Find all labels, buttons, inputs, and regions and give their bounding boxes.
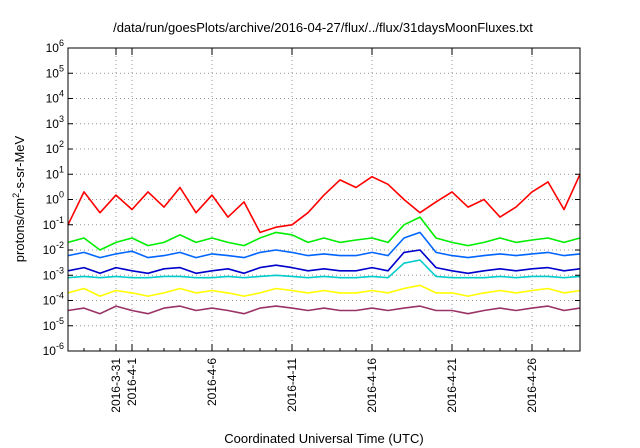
y-tick-label: 103 (46, 114, 64, 131)
x-tick-label: 2016-4-6 (205, 358, 219, 406)
x-tick-label: 2016-4-21 (445, 358, 459, 413)
x-tick-label: 2016-3-31 (109, 358, 123, 413)
series-line-4 (67, 249, 581, 275)
y-tick-label: 100 (46, 190, 64, 207)
x-axis-label: Coordinated Universal Time (UTC) (224, 431, 423, 446)
series-line-7 (67, 305, 581, 315)
y-tick-label: 106 (46, 38, 64, 55)
series-line-6 (67, 284, 581, 297)
y-axis-label: protons/cm2-s-sr-MeV (11, 135, 27, 262)
y-tick-label: 102 (46, 139, 64, 156)
y-tick-label: 10-4 (43, 291, 64, 308)
grid-lines (68, 48, 580, 351)
y-tick-label: 10-1 (43, 215, 64, 232)
y-tick-label: 104 (46, 89, 64, 106)
y-tick-label: 10-6 (43, 341, 64, 358)
series-line-3 (67, 231, 581, 259)
x-tick-label: 2016-4-26 (525, 358, 539, 413)
x-tick-label: 2016-4-11 (285, 358, 299, 412)
y-axis: 10-6 10-5 10-4 10-3 10-2 10-1 100 101 102 103 104 1… (43, 38, 580, 358)
y-tick-label: 105 (46, 63, 64, 80)
series-line-2 (67, 216, 581, 251)
x-tick-label: 2016-4-16 (365, 358, 379, 413)
y-tick-label: 10-5 (43, 316, 64, 333)
x-axis: 2016-3-31 2016-4-1 2016-4-6 2016-4-11 2016-4… (83, 48, 565, 413)
series-group (67, 173, 581, 315)
series-line-5 (67, 259, 581, 279)
series-line-1 (67, 173, 581, 234)
x-tick-label: 2016-4-1 (125, 358, 139, 406)
y-tick-label: 10-2 (43, 240, 64, 257)
y-tick-label: 101 (46, 164, 64, 181)
chart-title: /data/run/goesPlots/archive/2016-04-27/f… (113, 20, 533, 35)
y-tick-label: 10-3 (43, 265, 64, 282)
